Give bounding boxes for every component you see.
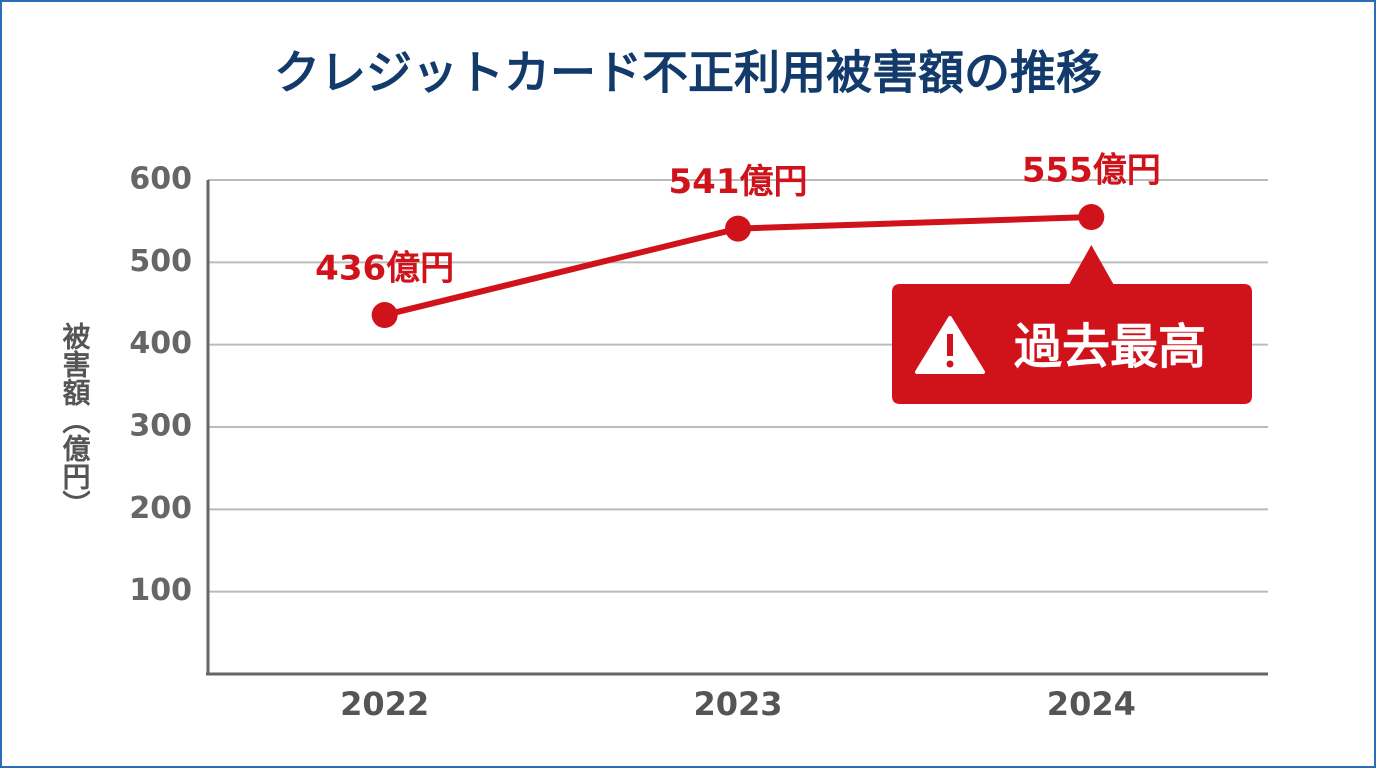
y-tick-label: 300 [129,409,192,444]
y-tick-label: 500 [129,244,192,279]
warning-dot [946,360,954,368]
point [725,215,751,242]
y-tick-label: 600 [129,162,192,197]
data-label: 541億円 [669,162,808,202]
point [1078,204,1105,231]
y-tick-label: 100 [129,573,192,608]
point [371,302,398,329]
x-tick-label: 2024 [1047,685,1136,723]
data-label: 436億円 [315,249,454,289]
y-axis-label: 被害額（億円） [59,322,92,518]
chart-title: クレジットカード不正利用被害額の推移 [274,46,1102,100]
warning-mark [947,334,953,356]
x-tick-label: 2023 [693,685,782,723]
y-tick-label: 200 [129,491,192,526]
callout [892,245,1252,404]
annotation: 過去最高 [1014,319,1206,375]
grid [208,179,1268,593]
x-tick-label: 2022 [340,685,429,723]
y-tick-label: 400 [129,326,192,361]
data-label: 555億円 [1022,151,1161,191]
